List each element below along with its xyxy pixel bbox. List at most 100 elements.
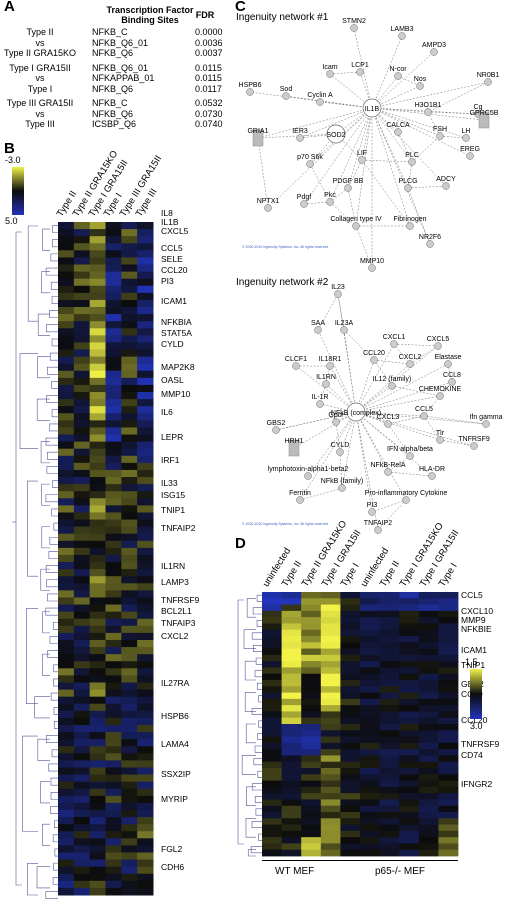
heatmap-cell <box>105 604 122 613</box>
heatmap-cell <box>58 866 75 875</box>
heatmap-cell <box>89 788 106 797</box>
node-label: Sod <box>280 86 293 93</box>
heatmap-cell <box>121 314 138 322</box>
heatmap-cell <box>438 805 459 813</box>
table-comparison-cell: vs <box>35 73 45 83</box>
heatmap-cell <box>73 554 91 563</box>
heatmap-cell <box>73 866 91 875</box>
node-label: GBS2 <box>267 420 286 427</box>
heatmap-cell <box>58 795 75 804</box>
heatmap-cell <box>379 592 400 599</box>
heatmap-cell <box>438 686 459 693</box>
gene-label: CCL5 <box>461 590 483 600</box>
heatmap-cell <box>121 597 138 606</box>
heatmap-cell <box>360 730 380 737</box>
heatmap-cell <box>89 363 106 372</box>
heatmap-cell <box>58 632 75 641</box>
heatmap-cell <box>89 406 106 414</box>
heatmap-cell <box>137 838 154 846</box>
heatmap-cell <box>301 705 322 712</box>
heatmap-cell <box>58 590 75 598</box>
heatmap-cell <box>73 392 91 400</box>
gene-label: TNIP1 <box>461 660 486 670</box>
heatmap-cell <box>340 786 361 794</box>
network-node: Gpcr <box>328 412 344 426</box>
heatmap-cell <box>58 880 75 889</box>
heatmap-cell <box>121 845 138 853</box>
heatmap-cell <box>89 859 106 868</box>
heatmap-cell <box>121 576 138 584</box>
heatmap-cell <box>418 617 439 624</box>
node-label: HLA-DR <box>419 466 445 473</box>
heatmap-cell <box>340 768 361 775</box>
heatmap-cell <box>137 533 154 542</box>
heatmap-cell <box>58 732 75 740</box>
node-label: IL23A <box>335 320 354 327</box>
heatmap-cell <box>58 647 75 655</box>
heatmap-cell <box>262 692 282 700</box>
heatmap-cell <box>262 610 282 618</box>
heatmap-cell <box>320 736 341 744</box>
heatmap-cell <box>121 795 138 804</box>
heatmap-cell <box>121 710 138 719</box>
heatmap-cell <box>281 724 302 731</box>
heatmap-cell <box>320 598 341 605</box>
heatmap-cell <box>360 698 380 706</box>
node-label: Fibrinogen <box>393 216 426 223</box>
scale-top-label: -3.0 <box>5 155 21 165</box>
heatmap-cell <box>58 625 75 634</box>
heatmap-cell <box>105 802 122 811</box>
heatmap-cell <box>320 717 341 725</box>
heatmap-cell <box>58 852 75 861</box>
heatmap-cell <box>438 667 459 675</box>
heatmap-cell <box>379 661 400 668</box>
heatmap-cell <box>105 569 122 577</box>
heatmap-cell <box>89 710 106 719</box>
heatmap-cell <box>340 742 361 750</box>
heatmap-cell <box>399 774 420 781</box>
node-label: CLCF1 <box>285 356 307 363</box>
heatmap-cell <box>137 307 154 315</box>
heatmap-cell <box>360 824 380 832</box>
heatmap-cell <box>121 802 138 811</box>
heatmap-cell <box>320 667 341 675</box>
node-label: LCP1 <box>351 62 369 69</box>
heatmap-cell <box>58 583 75 591</box>
heatmap-cell <box>73 859 91 868</box>
heatmap-cell <box>137 498 154 506</box>
heatmap-cell <box>137 859 154 868</box>
heatmap-cell <box>438 698 459 706</box>
heatmap-cell <box>121 307 138 315</box>
heatmap-cell <box>281 843 302 851</box>
gene-label: TNFAIP2 <box>161 523 196 533</box>
heatmap-cell <box>418 717 439 725</box>
heatmap-cell <box>73 739 91 747</box>
heatmap-cell <box>137 370 154 379</box>
heatmap-cell <box>262 604 282 612</box>
heatmap-cell <box>379 724 400 731</box>
gene-label: MMP10 <box>161 389 191 399</box>
gene-label: TNFAIP3 <box>161 618 196 628</box>
heatmap-cell <box>320 617 341 624</box>
heatmap-cell <box>137 611 154 620</box>
heatmap-cell <box>320 642 341 649</box>
heatmap-cell <box>360 629 380 637</box>
heatmap-cell <box>340 623 361 631</box>
network-node: IL18R1 <box>319 356 341 370</box>
heatmap-cell <box>301 812 322 819</box>
heatmap-cell <box>418 742 439 750</box>
heatmap-cell <box>58 774 75 783</box>
heatmap-cell <box>89 229 106 237</box>
heatmap-cell <box>301 592 322 599</box>
heatmap-cell <box>281 736 302 744</box>
heatmap-cell <box>73 278 91 287</box>
heatmap-cell <box>73 484 91 492</box>
heatmap-cell <box>105 739 122 747</box>
heatmap-cell <box>121 767 138 776</box>
heatmap-cell <box>58 533 75 542</box>
dendrogram-d <box>237 594 262 857</box>
heatmap-cell <box>73 618 91 627</box>
heatmap-cell <box>281 749 302 756</box>
heatmap-cell <box>340 805 361 813</box>
network-node: IL23A <box>335 320 354 334</box>
